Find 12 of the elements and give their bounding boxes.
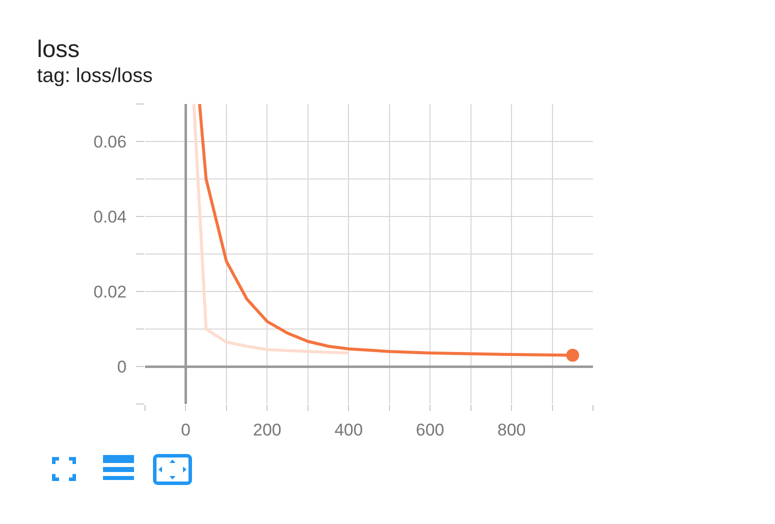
y-tick-label: 0.06 (94, 132, 127, 152)
x-tick-label: 800 (497, 420, 526, 440)
x-tick-label: 200 (252, 420, 282, 440)
chart-title: loss (37, 36, 80, 64)
y-tick-label: 0.02 (94, 282, 127, 302)
y-tick-label: 0 (117, 357, 127, 376)
x-tick-label: 0 (180, 420, 190, 440)
chart-subtitle: tag: loss/loss (37, 65, 153, 88)
x-tick-label: 600 (416, 420, 444, 440)
line-series (192, 104, 350, 354)
y-tick-label: 0.04 (94, 207, 127, 226)
x-tick-label: 400 (334, 420, 363, 440)
